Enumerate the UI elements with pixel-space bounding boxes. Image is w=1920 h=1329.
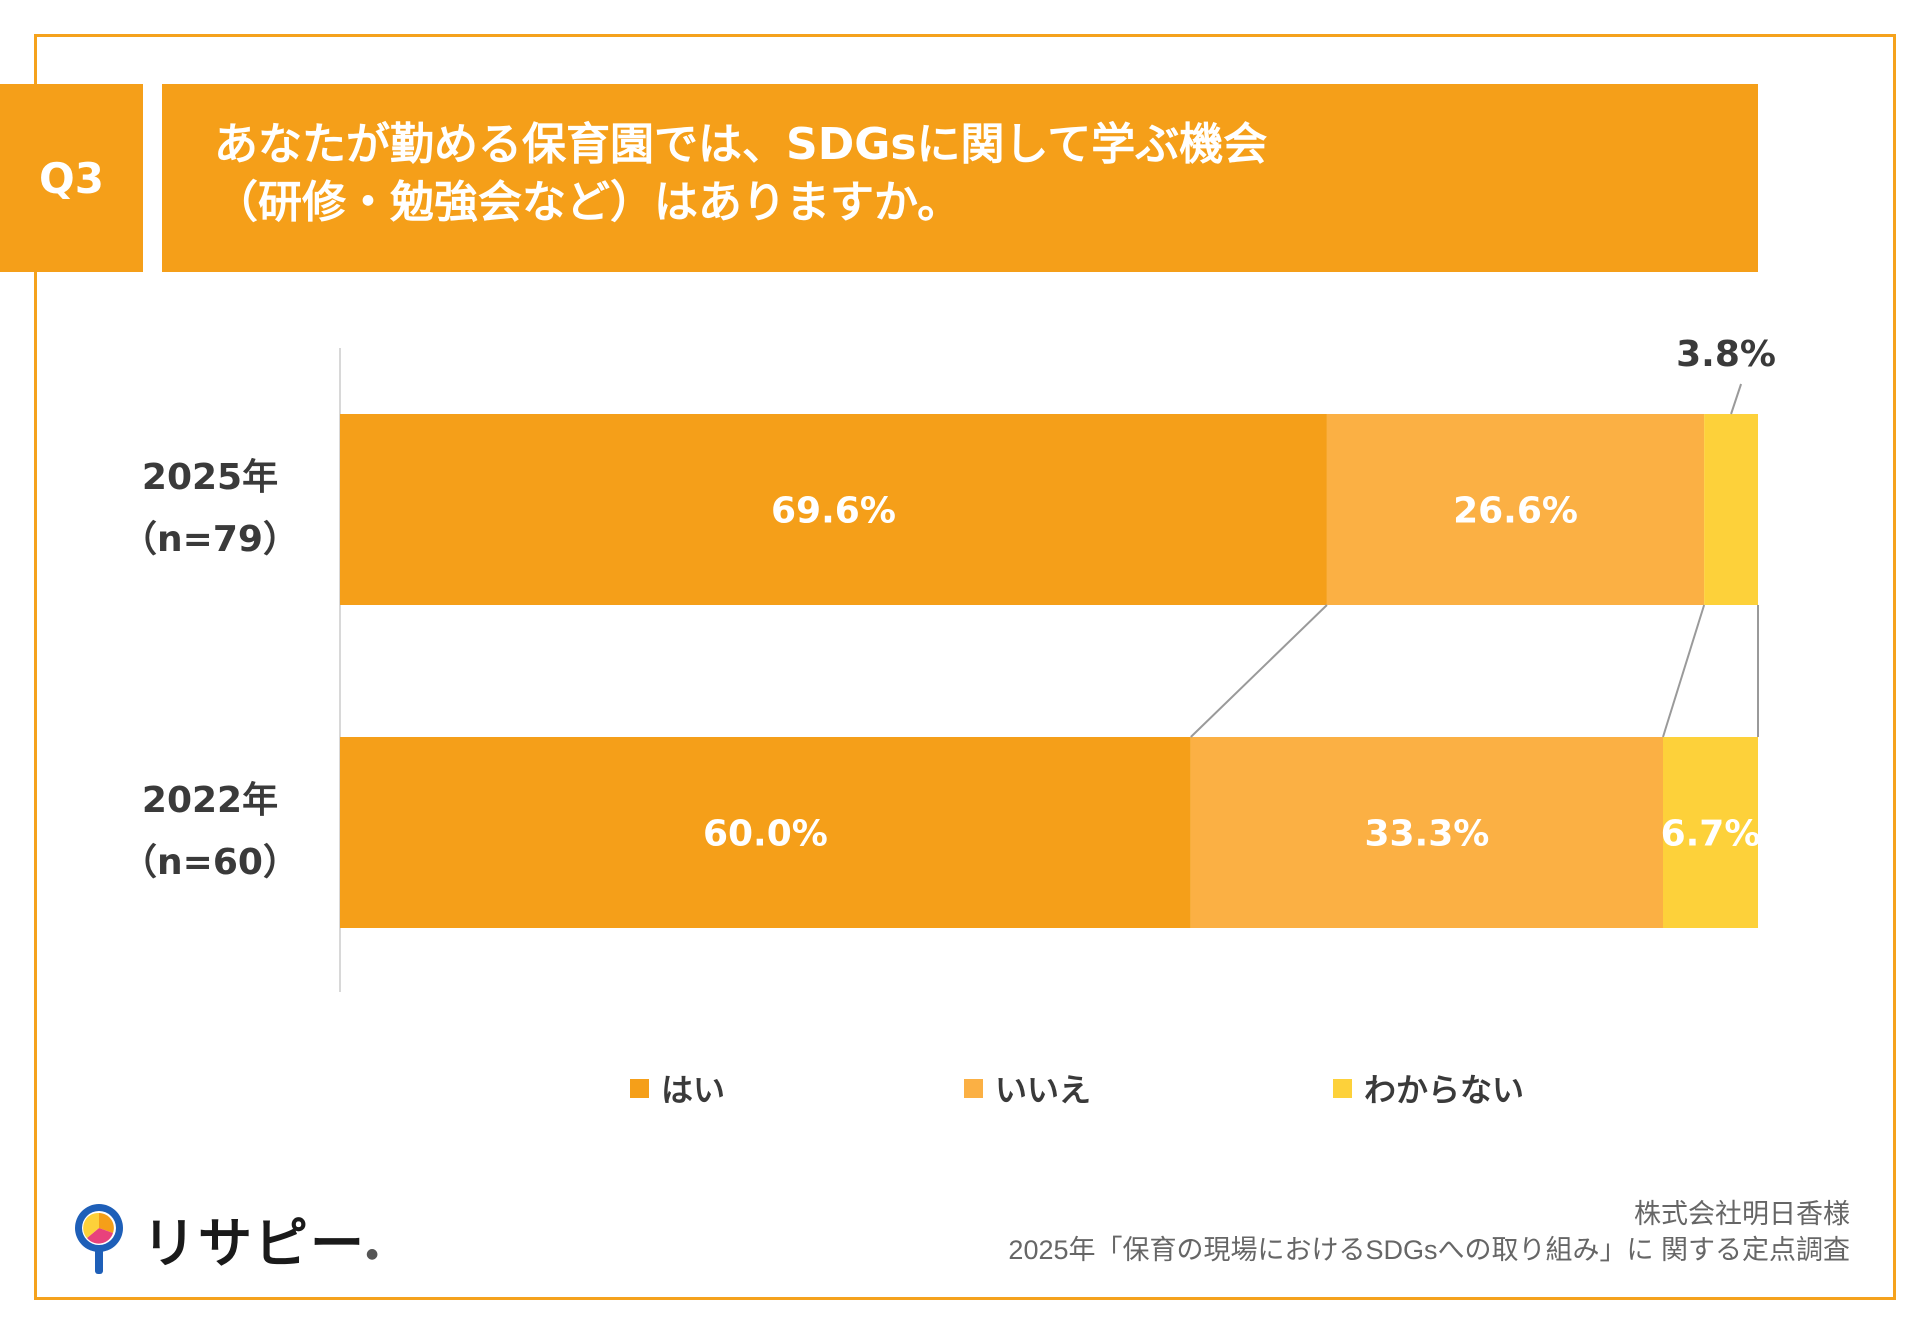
pin-icon [75,1204,123,1274]
source-footer: 株式会社明日香様 2025年「保育の現場におけるSDGsへの取り組み」に 関する… [1008,1196,1850,1268]
logo-text: リサピー [142,1211,366,1275]
question-title: あなたが勤める保育園では、SDGsに関して学ぶ機会 （研修・勉強会など）はありま… [162,84,1758,272]
footer-client: 株式会社明日香様 [1634,1199,1850,1229]
chart-legend: はい いいえ わからない [0,1065,1920,1109]
stacked-bar-chart: 69.6% 26.6% 3.8% 2025年 （n=79） 60.0% 33.3% 6.7% 2… [121,334,1776,992]
question-number-badge: Q3 [0,84,143,272]
bar-segment-1-2 [1326,414,1705,605]
bar-segment-2-3 [1662,737,1758,928]
legend-label-1: はい [661,1071,726,1109]
question-title-line-2: （研修・勉強会など）はありますか。 [214,177,962,228]
legend-swatch-1 [630,1078,649,1098]
bar-segment-1-1 [340,414,1327,605]
category-label-n-1: （n=79） [121,519,299,560]
legend-swatch-3 [1333,1078,1352,1098]
legend-item-3: わからない [1333,1065,1524,1111]
leader-line-1-3 [1730,383,1743,415]
data-label-1-2: 26.6% [1453,491,1578,532]
legend-item-2: いいえ [964,1065,1091,1111]
bar-segment-2-2 [1190,737,1663,928]
bar-segment-1-3 [1704,414,1758,605]
logo-mark: ● [366,1246,379,1262]
chart-frame [34,34,1896,1300]
bar-segment-2-1 [340,737,1191,928]
legend-item-1: はい [630,1065,725,1111]
data-label-2-3: 6.7% [1661,814,1761,855]
category-label-n-2: （n=60） [121,842,299,883]
data-label-2-1: 60.0% [703,814,828,855]
category-label-year-2: 2022年 [142,780,278,821]
legend-swatch-2 [964,1078,983,1098]
data-label-1-3: 3.8% [1676,334,1776,375]
data-label-2-2: 33.3% [1364,814,1489,855]
legend-label-3: わからない [1364,1071,1525,1109]
series-connector-1 [1190,604,1328,738]
legend-label-2: いいえ [995,1071,1092,1109]
risapi-logo: リサピー ● [70,1200,378,1276]
footer-survey: 2025年「保育の現場におけるSDGsへの取り組み」に 関する定点調査 [1008,1235,1850,1265]
data-label-1-1: 69.6% [771,491,896,532]
series-connector-2 [1662,604,1706,738]
category-label-year-1: 2025年 [142,457,278,498]
question-title-line-1: あなたが勤める保育園では、SDGsに関して学ぶ機会 [214,119,1268,170]
